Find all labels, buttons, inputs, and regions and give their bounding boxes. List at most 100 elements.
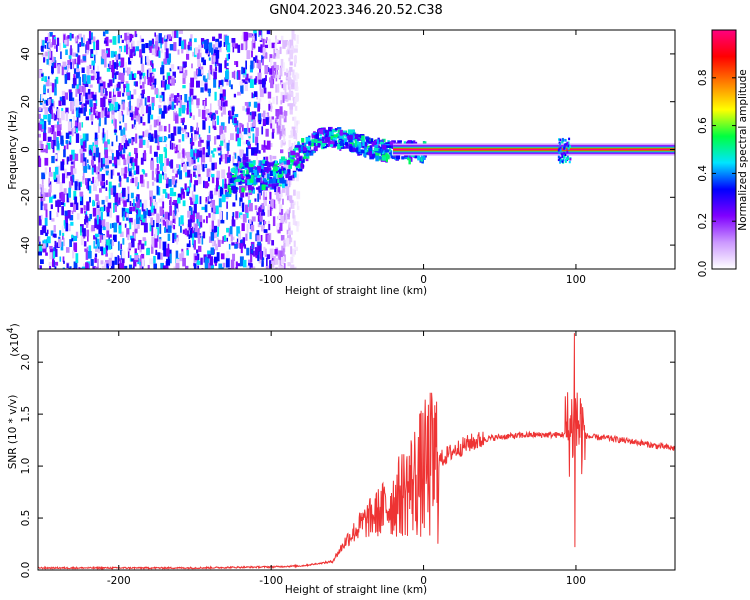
track-cell <box>356 139 359 144</box>
noise-cell <box>264 65 269 75</box>
noise-cell <box>197 234 201 244</box>
noise-cell <box>235 133 240 142</box>
noise-cell <box>114 101 119 111</box>
noise-cell <box>252 35 255 40</box>
noise-cell <box>108 181 112 192</box>
noise-cell <box>41 45 44 52</box>
track-cell <box>373 147 379 152</box>
noise-cell <box>105 196 109 203</box>
x-tick-label: -100 <box>259 274 283 286</box>
noise-cell <box>202 120 206 130</box>
noise-cell <box>96 215 99 225</box>
noise-cell <box>209 155 212 163</box>
noise-cell <box>197 245 202 252</box>
noise-cell <box>131 139 134 146</box>
noise-cell <box>273 66 276 71</box>
noise-cell <box>226 81 230 86</box>
noise-cell <box>275 95 279 105</box>
colorbar-ticks: 0.00.20.40.60.8 <box>697 29 737 277</box>
noise-cell <box>178 107 182 117</box>
track-cell <box>241 187 245 193</box>
noise-cell <box>122 199 125 204</box>
noise-cell <box>281 186 286 193</box>
noise-cell <box>151 44 156 49</box>
noise-cell <box>190 133 193 139</box>
noise-cell <box>171 142 174 150</box>
noise-cell <box>184 171 189 177</box>
noise-cell <box>91 152 94 161</box>
noise-cell <box>38 133 42 138</box>
noise-cell <box>282 94 287 101</box>
noise-cell <box>63 260 65 264</box>
noise-cell <box>41 199 44 206</box>
noise-cell <box>227 157 231 163</box>
noise-cell <box>291 45 295 54</box>
noise-cell <box>141 63 145 73</box>
noise-cell <box>77 43 80 53</box>
noise-cell <box>62 256 65 262</box>
noise-cell <box>184 69 188 76</box>
noise-cell <box>197 53 200 58</box>
noise-cell <box>134 248 137 254</box>
noise-cell <box>254 152 258 156</box>
track-cell <box>303 146 307 151</box>
noise-cell <box>187 219 192 228</box>
noise-cell <box>42 148 47 153</box>
noise-cell <box>170 93 174 98</box>
track-cell <box>297 142 300 145</box>
noise-cell <box>162 265 166 269</box>
noise-cell <box>280 265 284 269</box>
track-cell <box>261 184 266 191</box>
noise-cell <box>126 39 130 49</box>
noise-cell <box>261 203 264 210</box>
noise-cell <box>133 259 137 267</box>
noise-cell <box>226 237 229 242</box>
noise-cell <box>101 110 104 118</box>
noise-cell <box>106 50 108 54</box>
track-cell <box>292 154 298 158</box>
noise-cell <box>211 228 214 236</box>
noise-cell <box>49 245 53 250</box>
noise-cell <box>289 103 294 110</box>
noise-cell <box>284 71 287 76</box>
track-cell <box>294 145 300 148</box>
noise-cell <box>239 123 243 128</box>
svg-text:(x104): (x104) <box>6 323 21 357</box>
noise-cell <box>235 211 239 219</box>
snr-y-scale: (x104) <box>6 323 21 357</box>
noise-cell <box>54 261 59 266</box>
noise-cell <box>176 92 180 98</box>
noise-cell <box>262 38 265 48</box>
noise-cell <box>77 113 81 118</box>
noise-cell <box>178 170 183 180</box>
noise-cell <box>49 184 52 193</box>
noise-cell <box>82 133 87 142</box>
noise-cell <box>272 256 276 265</box>
noise-cell <box>222 179 224 189</box>
noise-cell <box>193 164 197 169</box>
noise-cell <box>192 194 196 202</box>
blip-cell <box>561 140 564 144</box>
noise-cell <box>155 168 158 175</box>
noise-cell <box>142 89 145 94</box>
noise-cell <box>150 160 155 170</box>
noise-cell <box>120 35 122 39</box>
noise-cell <box>187 100 189 109</box>
noise-cell <box>241 134 244 140</box>
noise-cell <box>129 255 132 262</box>
noise-cell <box>94 218 97 229</box>
noise-cell <box>131 178 135 184</box>
noise-cell <box>170 197 172 207</box>
noise-cell <box>62 267 65 269</box>
noise-cell <box>199 196 202 205</box>
noise-cell <box>176 237 179 245</box>
noise-cell <box>164 211 169 220</box>
noise-cell <box>271 42 275 49</box>
track-cell <box>358 143 362 148</box>
track-cell <box>322 127 326 132</box>
noise-cell <box>263 221 267 225</box>
noise-cell <box>118 61 122 66</box>
noise-cell <box>92 36 96 44</box>
noise-cell <box>101 81 106 89</box>
noise-cell <box>107 155 112 161</box>
